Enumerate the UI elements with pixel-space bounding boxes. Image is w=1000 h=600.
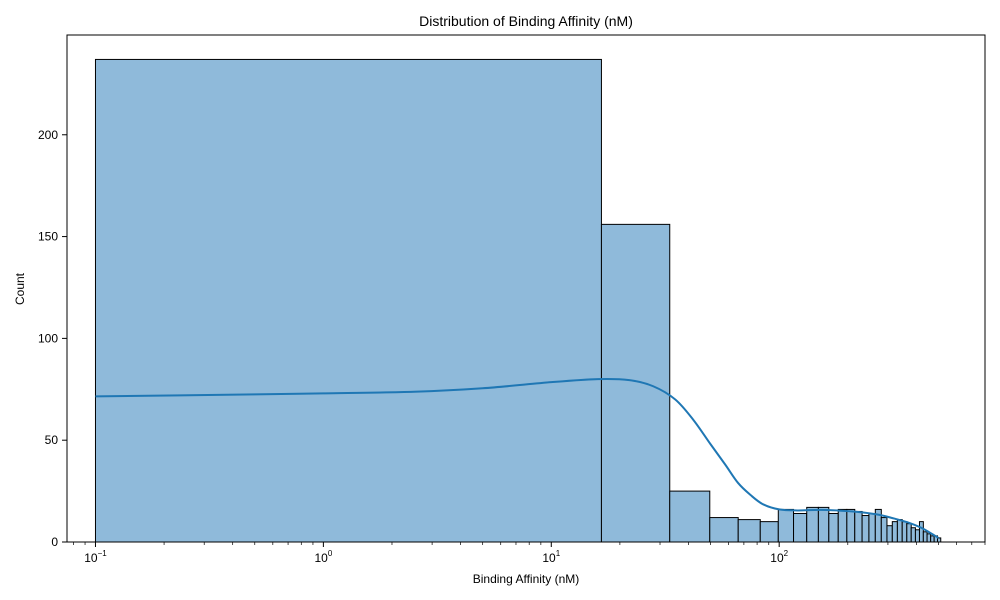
histogram-bar (777, 508, 795, 543)
plot-area-frame (66, 34, 986, 543)
y-tick-label: 0 (51, 535, 58, 549)
x-axis-ticks: 10−1 100 101 102 (73, 542, 986, 565)
histogram-bar (737, 519, 761, 543)
x-tick-label: 10−1 (84, 549, 107, 565)
y-tick-label: 50 (45, 433, 59, 447)
histogram-bar (846, 508, 856, 543)
chart-title: Distribution of Binding Affinity (nM) (419, 13, 633, 29)
histogram-bar (868, 512, 876, 543)
histogram-bar (861, 515, 870, 543)
y-tick-label: 150 (38, 230, 58, 244)
histogram-bar (837, 508, 848, 543)
histogram-bar (880, 517, 888, 543)
histogram-bar (914, 529, 920, 543)
y-axis-label: Count (13, 272, 27, 305)
y-axis-ticks: 0 50 100 150 200 (38, 128, 67, 549)
histogram-bar (930, 535, 935, 543)
histogram-bar (891, 521, 898, 543)
y-tick-label: 200 (38, 128, 58, 142)
histogram-bar (896, 519, 903, 543)
histogram-bars (94, 58, 942, 543)
histogram-bar (906, 523, 912, 543)
histogram-bar (910, 527, 916, 543)
histogram-bar (926, 533, 932, 543)
histogram-bar (94, 58, 602, 543)
x-tick-label: 100 (314, 549, 332, 565)
x-tick-label: 102 (770, 549, 788, 565)
x-tick-label: 101 (542, 549, 560, 565)
histogram-bar (759, 521, 779, 543)
kde-curve (95, 377, 940, 539)
y-tick-label: 100 (38, 331, 58, 345)
histogram-bar (669, 490, 711, 543)
histogram-bar (886, 525, 893, 543)
histogram-bar (922, 531, 928, 543)
histogram-bar (828, 512, 839, 543)
histogram-bar (918, 521, 924, 543)
histogram-bar (793, 512, 808, 543)
histogram-bar (600, 223, 671, 543)
x-axis-label: Binding Affinity (nM) (473, 572, 580, 586)
histogram-bar (709, 517, 739, 543)
histogram-bar (806, 506, 819, 543)
histogram-bar (901, 521, 908, 543)
histogram-bar (817, 506, 830, 543)
histogram-bar (854, 510, 863, 543)
